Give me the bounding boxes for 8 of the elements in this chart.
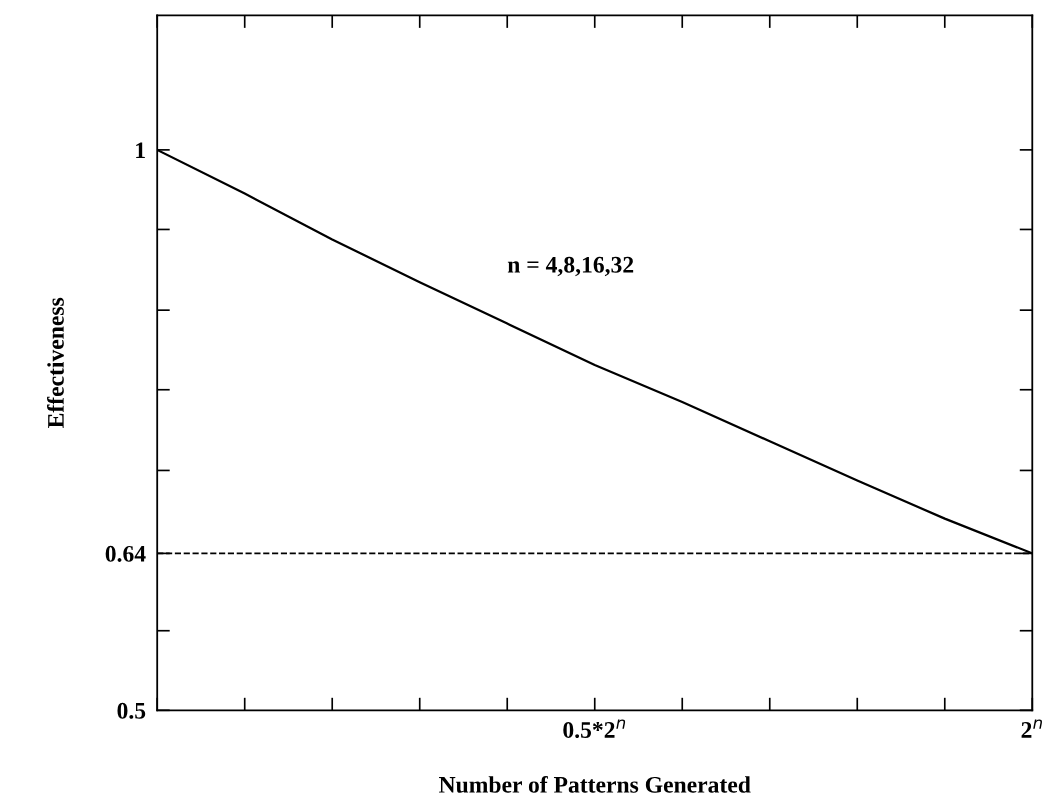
x-tick-label: 0.5*2$^{n}$ [563, 719, 626, 739]
annotation: n = 4,8,16,32 [507, 256, 634, 277]
x-tick-label: 2$^{n}$ [1021, 719, 1042, 738]
y-axis-title: Effectiveness [47, 297, 64, 428]
y-tick-label: 0.64 [105, 545, 146, 562]
y-tick-label: 0.5 [117, 702, 146, 719]
y-tick-label: 1 [136, 142, 145, 159]
x-axis-title: Number of Patterns Generated [439, 775, 751, 793]
